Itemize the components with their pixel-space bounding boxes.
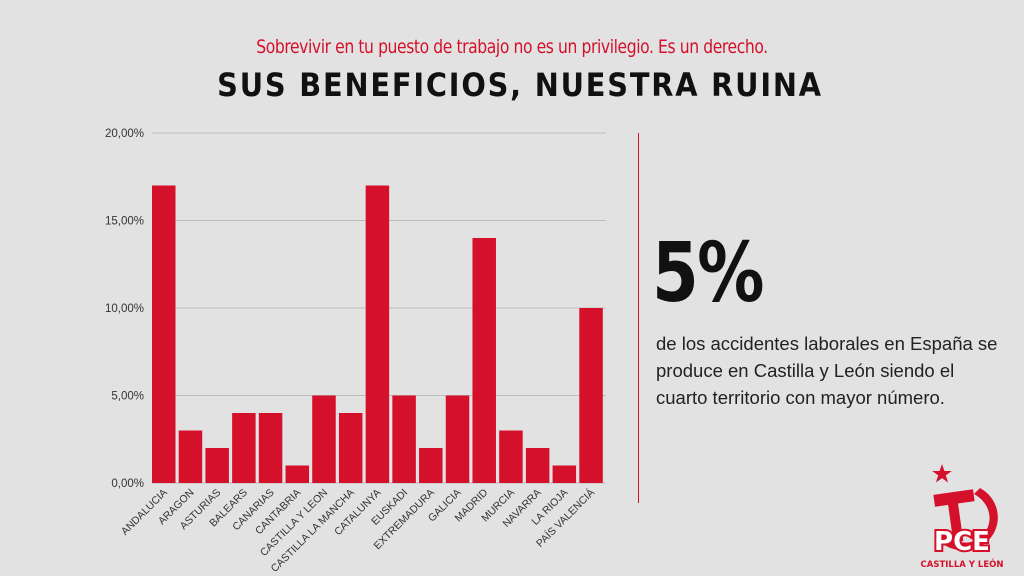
bar-la-rioja bbox=[552, 465, 577, 483]
bar-andalucia bbox=[152, 185, 176, 483]
logo-text: PCE bbox=[934, 527, 990, 557]
y-tick-label: 0,00% bbox=[111, 478, 144, 490]
bar-asturias bbox=[205, 448, 229, 483]
subtitle: Sobrevivir en tu puesto de trabajo no es… bbox=[256, 36, 768, 58]
bar-extremadura bbox=[419, 448, 443, 483]
y-tick-label: 20,00% bbox=[105, 128, 144, 140]
bar-país-valenciá bbox=[579, 308, 603, 483]
sickle-icon bbox=[938, 488, 998, 551]
bar-castilla-la-mancha bbox=[338, 413, 363, 483]
bar-navarra bbox=[525, 448, 550, 483]
bar-madrid bbox=[472, 238, 496, 483]
logo-subtext: CASTILLA Y LEÓN bbox=[921, 558, 1004, 570]
bar-castilla-y-leon bbox=[312, 395, 336, 483]
bar-canarias bbox=[258, 413, 283, 483]
hammer-head-icon bbox=[933, 489, 975, 507]
page-title: SUS BENEFICIOS, NUESTRA RUINA bbox=[217, 66, 823, 104]
hammer-handle-icon bbox=[947, 499, 964, 543]
y-tick-label: 15,00% bbox=[105, 216, 144, 228]
bar-euskadi bbox=[392, 395, 416, 483]
bar-aragon bbox=[178, 430, 203, 483]
stat-line: de los accidentes laborales en España se bbox=[656, 333, 998, 354]
stat-value: 5% bbox=[652, 226, 765, 321]
bar-murcia bbox=[499, 430, 523, 483]
bar-galicia bbox=[445, 395, 470, 483]
pce-logo: PCE CASTILLA Y LEÓN bbox=[921, 464, 1004, 570]
stat-line: cuarto territorio con mayor número. bbox=[656, 387, 945, 408]
bar-chart: 0,00%5,00%10,00%15,00%20,00% ANDALUCIAAR… bbox=[105, 128, 606, 575]
y-tick-label: 10,00% bbox=[105, 303, 144, 315]
stat-line: produce en Castilla y León siendo el bbox=[656, 360, 955, 381]
stat-description: de los accidentes laborales en España se… bbox=[656, 330, 1024, 411]
star-icon bbox=[932, 464, 952, 483]
bar-balears bbox=[232, 413, 256, 483]
bar-catalunya bbox=[365, 185, 390, 483]
bar-cantabria bbox=[285, 465, 310, 483]
y-tick-label: 5,00% bbox=[111, 391, 144, 403]
divider bbox=[638, 133, 639, 503]
